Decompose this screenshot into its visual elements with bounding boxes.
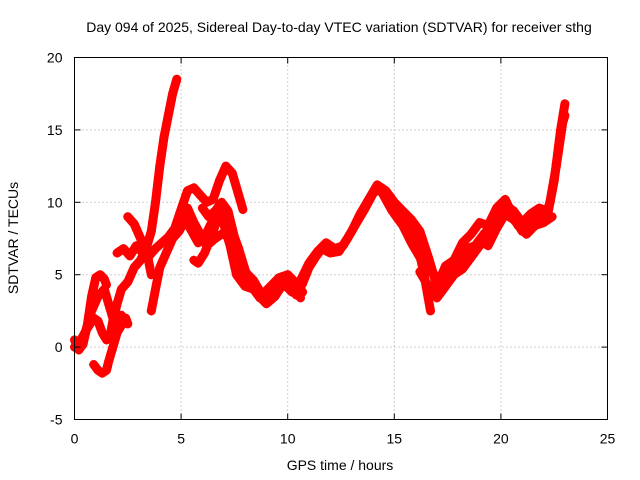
markers-sat-c: [89, 313, 132, 378]
y-tick-label: 0: [55, 339, 63, 355]
gridlines: [74, 57, 608, 420]
x-tick-label: 15: [387, 431, 403, 447]
series-sat-m: [419, 206, 557, 294]
markers-sat-f: [123, 212, 155, 273]
y-tick-label: -5: [50, 412, 63, 428]
series-sat-d: [80, 284, 126, 338]
x-tick-label: 5: [177, 431, 185, 447]
x-axis-ticks: 0 5 10 15 20 25: [71, 57, 616, 447]
data-series: [69, 74, 570, 378]
x-tick-label: 0: [71, 431, 79, 447]
y-axis-label: SDTVAR / TECUs: [5, 182, 21, 294]
markers-sat-m: [419, 206, 554, 294]
y-tick-label: 5: [55, 267, 63, 283]
chart-title: Day 094 of 2025, Sidereal Day-to-day VTE…: [86, 19, 592, 35]
x-tick-label: 20: [493, 431, 509, 447]
y-axis-ticks: -5 0 5 10 15 20: [47, 50, 608, 428]
x-tick-label: 25: [600, 431, 616, 447]
x-tick-label: 10: [280, 431, 296, 447]
markers-sat-d: [80, 284, 125, 338]
x-axis-label: GPS time / hours: [287, 457, 394, 473]
y-tick-label: 15: [47, 122, 63, 138]
plot-frame: [74, 57, 608, 420]
y-tick-label: 10: [47, 194, 63, 210]
y-tick-label: 20: [47, 50, 63, 66]
